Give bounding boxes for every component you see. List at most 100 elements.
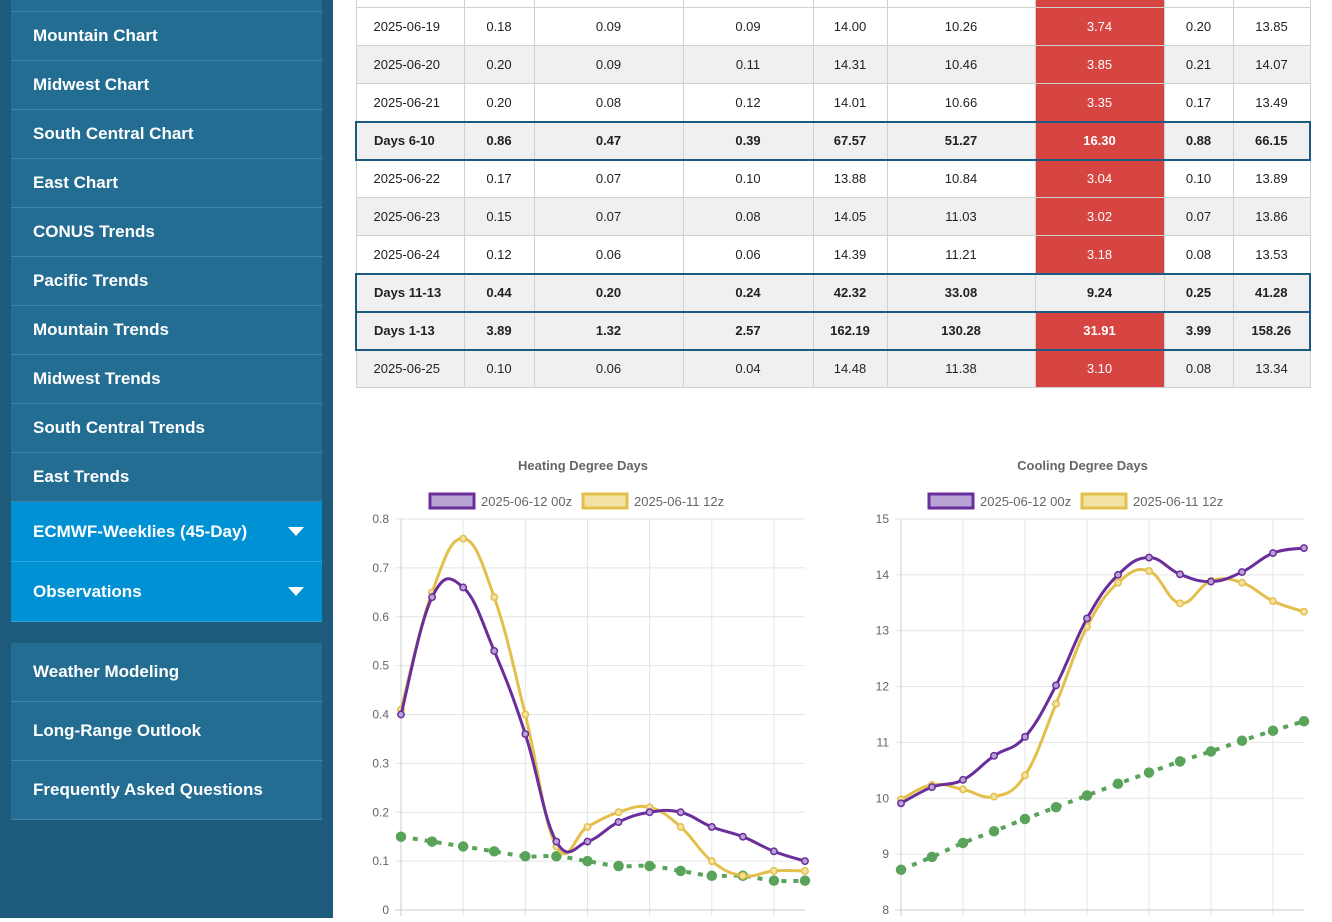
table-cell: 0.07: [1163, 197, 1234, 236]
table-row-label: 2025-06-19: [355, 7, 465, 46]
sidebar-item-mountain-trends[interactable]: Mountain Trends: [11, 306, 322, 355]
table-cell: 0.04: [682, 349, 814, 388]
sidebar-item-long-range-outlook[interactable]: Long-Range Outlook: [11, 702, 322, 761]
table-cell: 11.38: [886, 349, 1036, 388]
table-cell: 0.08: [1163, 235, 1234, 274]
data-point: [1112, 778, 1124, 790]
sidebar-item-east-trends[interactable]: East Trends: [11, 453, 322, 502]
series-line: [900, 546, 1305, 805]
table-cell: 0.08: [682, 197, 814, 236]
y-tick-label: 11: [877, 735, 890, 749]
table-cell: 0.07: [533, 159, 684, 198]
data-point: [583, 822, 592, 831]
y-tick-label: 0.1: [372, 854, 389, 868]
table-cell: [812, 0, 888, 8]
data-point: [613, 860, 624, 872]
table-summary-row: Days 1-13 3.89 1.32 2.57 162.19 130.28 31.91 3.…: [355, 310, 1311, 351]
sidebar-item-label: Frequently Asked Questions: [33, 780, 263, 799]
caret-down-icon: [288, 587, 304, 596]
table-cell: 3.74: [1034, 7, 1165, 46]
sidebar-item-label: Weather Modeling: [33, 662, 180, 681]
table-cell: 66.15: [1232, 120, 1311, 161]
sidebar-item-midwest-trends[interactable]: Midwest Trends: [11, 355, 322, 404]
data-point: [1176, 570, 1184, 579]
table-row: 2025-06-19 0.18 0.09 0.09 14.00 10.26 3.74 0.20…: [355, 7, 1311, 46]
chart-title: Cooling Degree Days: [1017, 458, 1148, 473]
table-row-label: 2025-06-22: [355, 159, 465, 198]
table-cell: 13.34: [1232, 349, 1311, 388]
table-row: 2025-06-22 0.17 0.07 0.10 13.88 10.84 3.04 0.10…: [355, 159, 1311, 198]
sidebar-item-east-chart[interactable]: East Chart: [11, 159, 322, 208]
data-point: [926, 851, 938, 863]
table-row: 2025-06-24 0.12 0.06 0.06 14.39 11.21 3.18 0.08…: [355, 235, 1311, 274]
sidebar-item-midwest-chart[interactable]: Midwest Chart: [11, 61, 322, 110]
sidebar-item-conus-trends[interactable]: CONUS Trends: [11, 208, 322, 257]
table-cell: 3.04: [1034, 159, 1165, 198]
table-cell: 2.57: [682, 310, 814, 351]
sidebar-item-label: Long-Range Outlook: [33, 721, 202, 740]
y-tick-label: 0.3: [372, 756, 389, 770]
y-tick-label: 12: [876, 680, 890, 694]
data-point: [459, 583, 468, 592]
y-tick-label: 10: [876, 791, 890, 805]
table-summary-row: Days 11-13 0.44 0.20 0.24 42.32 33.08 9.24 0.25…: [355, 272, 1311, 313]
sidebar-item-label: Mountain Chart: [33, 26, 158, 45]
data-point: [1145, 553, 1153, 562]
sidebar-item-label: South Central Trends: [33, 418, 205, 437]
sidebar-item-label: Midwest Trends: [33, 369, 161, 388]
table-cell: 13.53: [1232, 235, 1311, 274]
data-point: [1174, 756, 1186, 767]
sidebar-item-label: Observations: [33, 581, 142, 601]
table-cell: 0.21: [1163, 45, 1234, 84]
data-point: [1143, 767, 1155, 778]
data-point: [1205, 746, 1217, 757]
table-cell: 0.86: [463, 120, 535, 161]
sidebar-item-weather-modeling[interactable]: Weather Modeling: [11, 643, 322, 702]
y-tick-label: 9: [882, 847, 889, 861]
data-point: [676, 822, 685, 831]
table-cell: 14.39: [812, 235, 888, 274]
table-cell: 0.07: [533, 197, 684, 236]
table-cell: 3.02: [1034, 197, 1165, 236]
table-cell: 11.21: [886, 235, 1036, 274]
table-cell: 14.05: [812, 197, 888, 236]
table-cell: 0.06: [533, 349, 684, 388]
degree-day-table: 2025-06-19 0.18 0.09 0.09 14.00 10.26 3.74 0.20…: [355, 0, 1311, 388]
data-point: [707, 822, 716, 831]
data-point: [614, 808, 623, 817]
normal-series-line: [400, 834, 806, 884]
table-cell: 10.66: [886, 83, 1036, 122]
sidebar-item-observations[interactable]: Observations: [11, 562, 322, 622]
sidebar-item-mountain-chart[interactable]: Mountain Chart: [11, 12, 322, 61]
table-row-label: Days 1-13: [355, 310, 465, 351]
table-cell: 0.18: [463, 7, 535, 46]
table-cell: 0.09: [533, 7, 684, 46]
sidebar-item-south-central-chart[interactable]: South Central Chart: [11, 110, 322, 159]
sidebar-item-partial[interactable]: [11, 0, 322, 12]
sidebar-item-faq[interactable]: Frequently Asked Questions: [11, 761, 322, 820]
sidebar-item-south-central-trends[interactable]: South Central Trends: [11, 404, 322, 453]
y-tick-label: 0.4: [372, 708, 389, 722]
sidebar-item-label: CONUS Trends: [33, 222, 155, 241]
data-point: [988, 825, 1000, 837]
data-point: [1236, 735, 1248, 747]
table-cell: 3.85: [1034, 45, 1165, 84]
sidebar-item-pacific-trends[interactable]: Pacific Trends: [11, 257, 322, 306]
data-point: [1019, 813, 1031, 825]
table-cell: 0.12: [463, 235, 535, 274]
table-cell: 0.15: [463, 197, 535, 236]
table-cell: 0.44: [463, 272, 535, 313]
data-point: [897, 799, 905, 808]
table-cell: 0.39: [682, 120, 814, 161]
table-row: 2025-06-20 0.20 0.09 0.11 14.31 10.46 3.85 0.21…: [355, 45, 1311, 84]
data-point: [675, 865, 686, 877]
sidebar-item-ecmwf-weeklies[interactable]: ECMWF-Weeklies (45-Day): [11, 502, 322, 562]
table-cell: 14.31: [812, 45, 888, 84]
data-point: [397, 710, 405, 719]
table-cell: [886, 0, 1036, 8]
table-cell: 0.08: [1163, 349, 1234, 388]
data-point: [426, 836, 438, 847]
table-cell: 0.20: [463, 45, 535, 84]
y-tick-label: 15: [876, 512, 890, 526]
data-point: [957, 837, 969, 849]
